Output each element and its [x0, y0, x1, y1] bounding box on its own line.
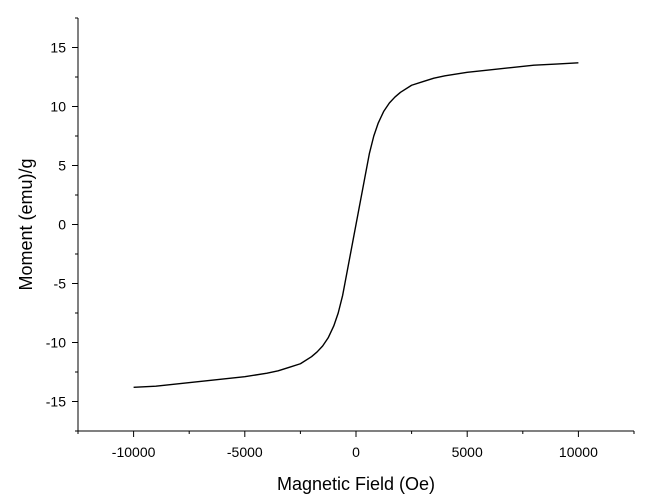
- x-tick-label: -10000: [112, 444, 156, 460]
- x-tick-label: 10000: [559, 444, 598, 460]
- y-tick-label: 5: [58, 158, 66, 174]
- y-axis-ticks: -15 -10 -5 0 5 10 15: [46, 17, 78, 432]
- y-tick-label: -10: [46, 335, 66, 351]
- series-line: [133, 62, 579, 389]
- x-tick-label: 5000: [452, 444, 483, 460]
- y-axis-title: Moment (emu)/g: [16, 158, 36, 290]
- y-tick-label: 0: [58, 217, 66, 233]
- y-tick-label: 10: [50, 99, 66, 115]
- series-layer: [133, 62, 579, 389]
- x-tick-label: 0: [352, 444, 360, 460]
- y-tick-label: 15: [50, 40, 66, 56]
- x-axis-ticks: -10000 -5000 0 5000 10000: [77, 431, 635, 460]
- x-axis-title: Magnetic Field (Oe): [277, 474, 435, 494]
- y-tick-label: -5: [54, 276, 67, 292]
- x-tick-label: -5000: [227, 444, 263, 460]
- y-tick-label: -15: [46, 394, 66, 410]
